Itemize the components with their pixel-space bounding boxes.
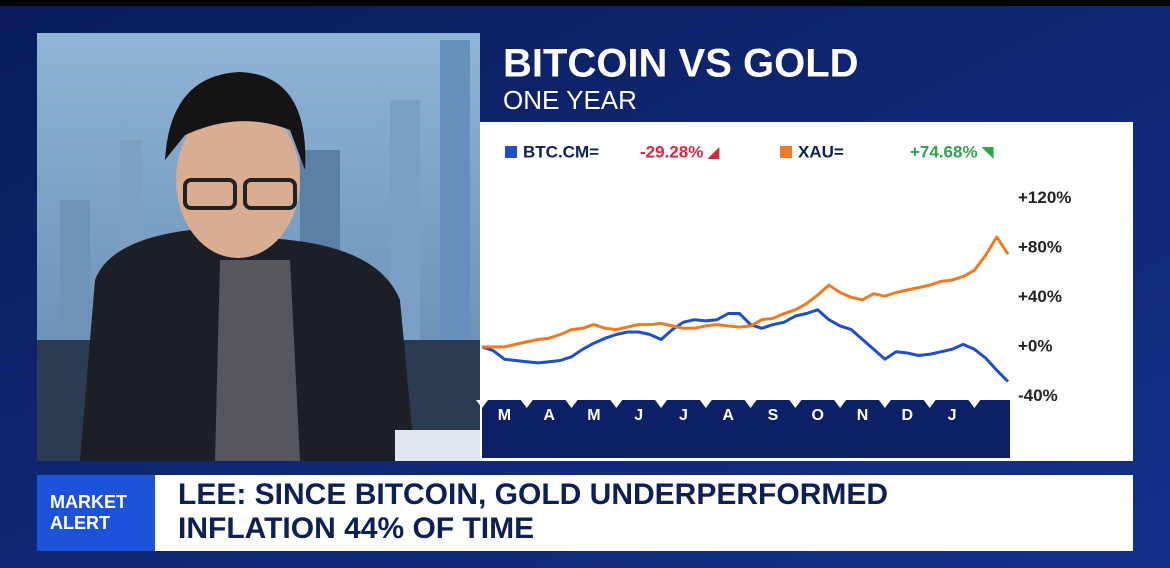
month-notch <box>923 400 936 408</box>
legend-arrow <box>707 147 720 159</box>
building <box>60 200 90 350</box>
month-notch <box>476 400 489 408</box>
legend-swatch <box>780 146 792 158</box>
month-notch <box>699 400 712 408</box>
y-tick-label: -40% <box>1018 386 1058 405</box>
month-notch <box>789 400 802 408</box>
glasses <box>243 178 297 210</box>
building <box>440 40 470 350</box>
x-tick-label: S <box>768 407 779 424</box>
legend-arrow <box>981 147 994 159</box>
y-tick-label: +120% <box>1018 188 1071 207</box>
x-tick-label: N <box>857 407 869 424</box>
month-notch <box>655 400 668 408</box>
x-tick-label: D <box>901 407 913 424</box>
top-strip <box>0 0 1170 6</box>
month-notch <box>834 400 847 408</box>
chart-subtitle: ONE YEAR <box>503 85 637 115</box>
video-feed <box>37 33 480 461</box>
month-notch <box>565 400 578 408</box>
legend-value: +74.68% <box>910 142 978 161</box>
monitor <box>395 430 480 461</box>
person-hair <box>165 72 306 170</box>
alert-tag <box>37 475 155 551</box>
alert-tag-text: ALERT <box>50 513 110 533</box>
alert-tag-text: MARKET <box>50 492 127 512</box>
person-sweater <box>215 260 300 461</box>
x-tick-label: A <box>722 407 734 424</box>
month-notch <box>878 400 891 408</box>
x-tick-label: A <box>543 407 555 424</box>
x-tick-label: J <box>634 407 643 424</box>
month-notch <box>968 400 981 408</box>
chart-title: BITCOIN VS GOLD <box>503 42 859 86</box>
x-tick-label: M <box>498 407 511 424</box>
series-line <box>481 308 1010 383</box>
month-notch <box>520 400 533 408</box>
x-tick-label: M <box>587 407 600 424</box>
x-tick-label: O <box>812 407 824 424</box>
x-tick-label: J <box>679 407 688 424</box>
person-head <box>176 102 300 258</box>
legend-value: -29.28% <box>640 142 703 161</box>
y-tick-label: +0% <box>1018 336 1053 355</box>
headline: INFLATION 44% OF TIME <box>178 512 534 545</box>
month-notch <box>744 400 757 408</box>
month-band <box>482 400 1010 458</box>
series-line <box>482 235 1010 349</box>
legend-swatch <box>505 146 517 158</box>
month-notch <box>610 400 623 408</box>
headline: LEE: SINCE BITCOIN, GOLD UNDERPERFORMED <box>178 478 888 511</box>
y-tick-label: +40% <box>1018 287 1062 306</box>
glasses <box>183 178 237 210</box>
legend-label: XAU= <box>798 142 844 161</box>
headline-box <box>155 475 1133 551</box>
legend-label: BTC.CM= <box>523 142 599 161</box>
plot: M A M J J A S O N D J +120% +80% +40% +0% -40% BTC.CM= -2… <box>476 142 1071 458</box>
x-tick-label: J <box>948 407 957 424</box>
y-tick-label: +80% <box>1018 238 1062 257</box>
